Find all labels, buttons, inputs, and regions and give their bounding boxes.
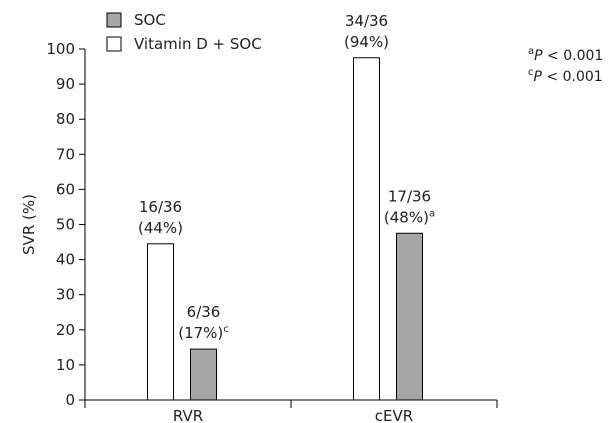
bar-label-percent: (17%)c [178, 324, 229, 342]
bar-label-percent: (44%) [138, 219, 183, 237]
significance-notes: aP < 0.001 cP < 0.001 [528, 46, 603, 85]
y-tick-label: 70 [56, 145, 75, 163]
bar-labels: 16/36 (44%) 6/36 (17%)c 34/36 (94%) 17/36 (48%)… [138, 12, 435, 342]
bars [147, 57, 423, 401]
x-tick-label: RVR [173, 407, 203, 423]
legend: SOC Vitamin D + SOC [106, 11, 262, 53]
legend-swatch [106, 12, 122, 28]
y-tick-label: 30 [56, 286, 75, 304]
bar-label-percent: (94%) [344, 33, 389, 51]
significance-marker: c [223, 324, 229, 335]
bar [353, 57, 380, 401]
bar-label-count: 16/36 [139, 198, 182, 216]
y-tick-label: 50 [56, 216, 75, 234]
legend-swatch [106, 36, 122, 52]
x-tick-label: cEVR [375, 407, 413, 423]
bar-label-count: 17/36 [388, 187, 431, 205]
y-tick-label: 0 [65, 391, 75, 409]
bar [147, 243, 174, 401]
bar-label-count: 6/36 [187, 303, 221, 321]
y-axis-title: SVR (%) [20, 194, 38, 255]
p-value-note: cP < 0.001 [528, 67, 603, 85]
legend-label: Vitamin D + SOC [134, 35, 262, 53]
bar [396, 232, 423, 401]
significance-marker: a [429, 208, 435, 219]
y-tick-label: 90 [56, 75, 75, 93]
y-tick-label: 40 [56, 251, 75, 269]
bar [190, 348, 217, 401]
y-tick-label: 100 [46, 40, 75, 58]
axes: 0 10 20 30 40 50 60 70 80 90 100 SVR (%) RVR cEVR [20, 40, 498, 423]
y-tick-label: 20 [56, 321, 75, 339]
y-tick-label: 80 [56, 110, 75, 128]
p-value-note: aP < 0.001 [528, 46, 603, 64]
y-tick-label: 10 [56, 356, 75, 374]
bar-label-count: 34/36 [345, 12, 388, 30]
y-tick-label: 60 [56, 180, 75, 198]
legend-label: SOC [134, 11, 166, 29]
bar-label-percent: (48%)a [384, 208, 435, 226]
